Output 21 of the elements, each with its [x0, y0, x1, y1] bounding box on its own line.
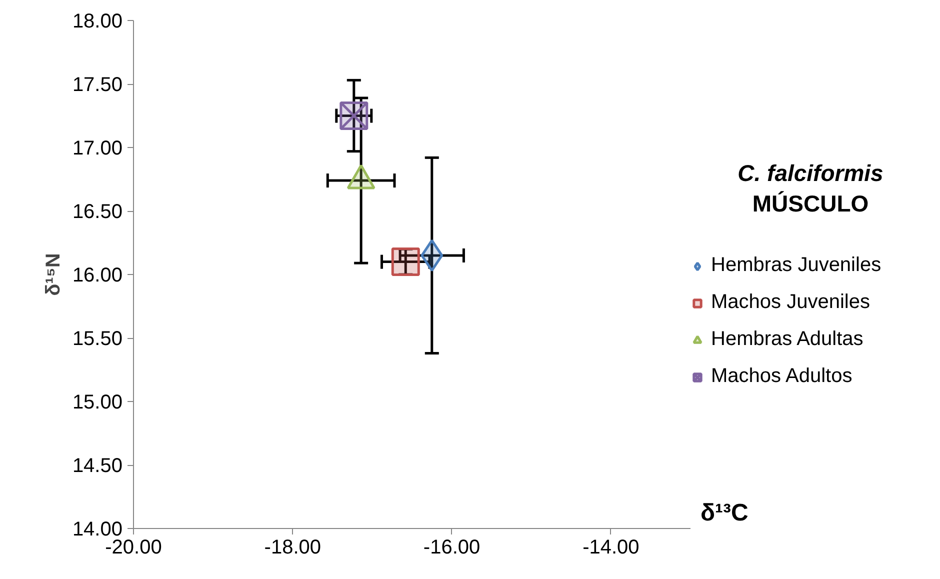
y-tick-label: 15.00: [72, 392, 123, 414]
text: C. falciformis: [738, 160, 884, 186]
legend-label: Machos Adultos: [711, 365, 852, 388]
y-tick-label: 16.00: [72, 264, 123, 286]
x-axis-title: δ¹³C: [700, 500, 748, 526]
text: MÚSCULO: [752, 190, 869, 216]
point: [340, 102, 368, 130]
y-tick-label: 18.00: [72, 10, 123, 32]
x-tick-label: -14.00: [582, 536, 640, 558]
y-tick-label: 17.50: [72, 74, 123, 96]
legend-label: Hembras Juveniles: [711, 254, 882, 277]
x-tick-label: -16.00: [423, 536, 480, 558]
y-tick-label: 17.00: [72, 138, 123, 160]
legend-label: Hembras Adultas: [711, 328, 864, 351]
y-tick-label: 14.50: [72, 455, 123, 477]
x-tick-label: -18.00: [264, 536, 322, 558]
point: [391, 248, 420, 276]
y-tick-label: 16.50: [72, 201, 123, 223]
y-tick-label: 15.50: [72, 328, 123, 350]
legend-label: Machos Juveniles: [711, 291, 870, 314]
y-axis-title: δ¹⁵N: [42, 253, 64, 296]
